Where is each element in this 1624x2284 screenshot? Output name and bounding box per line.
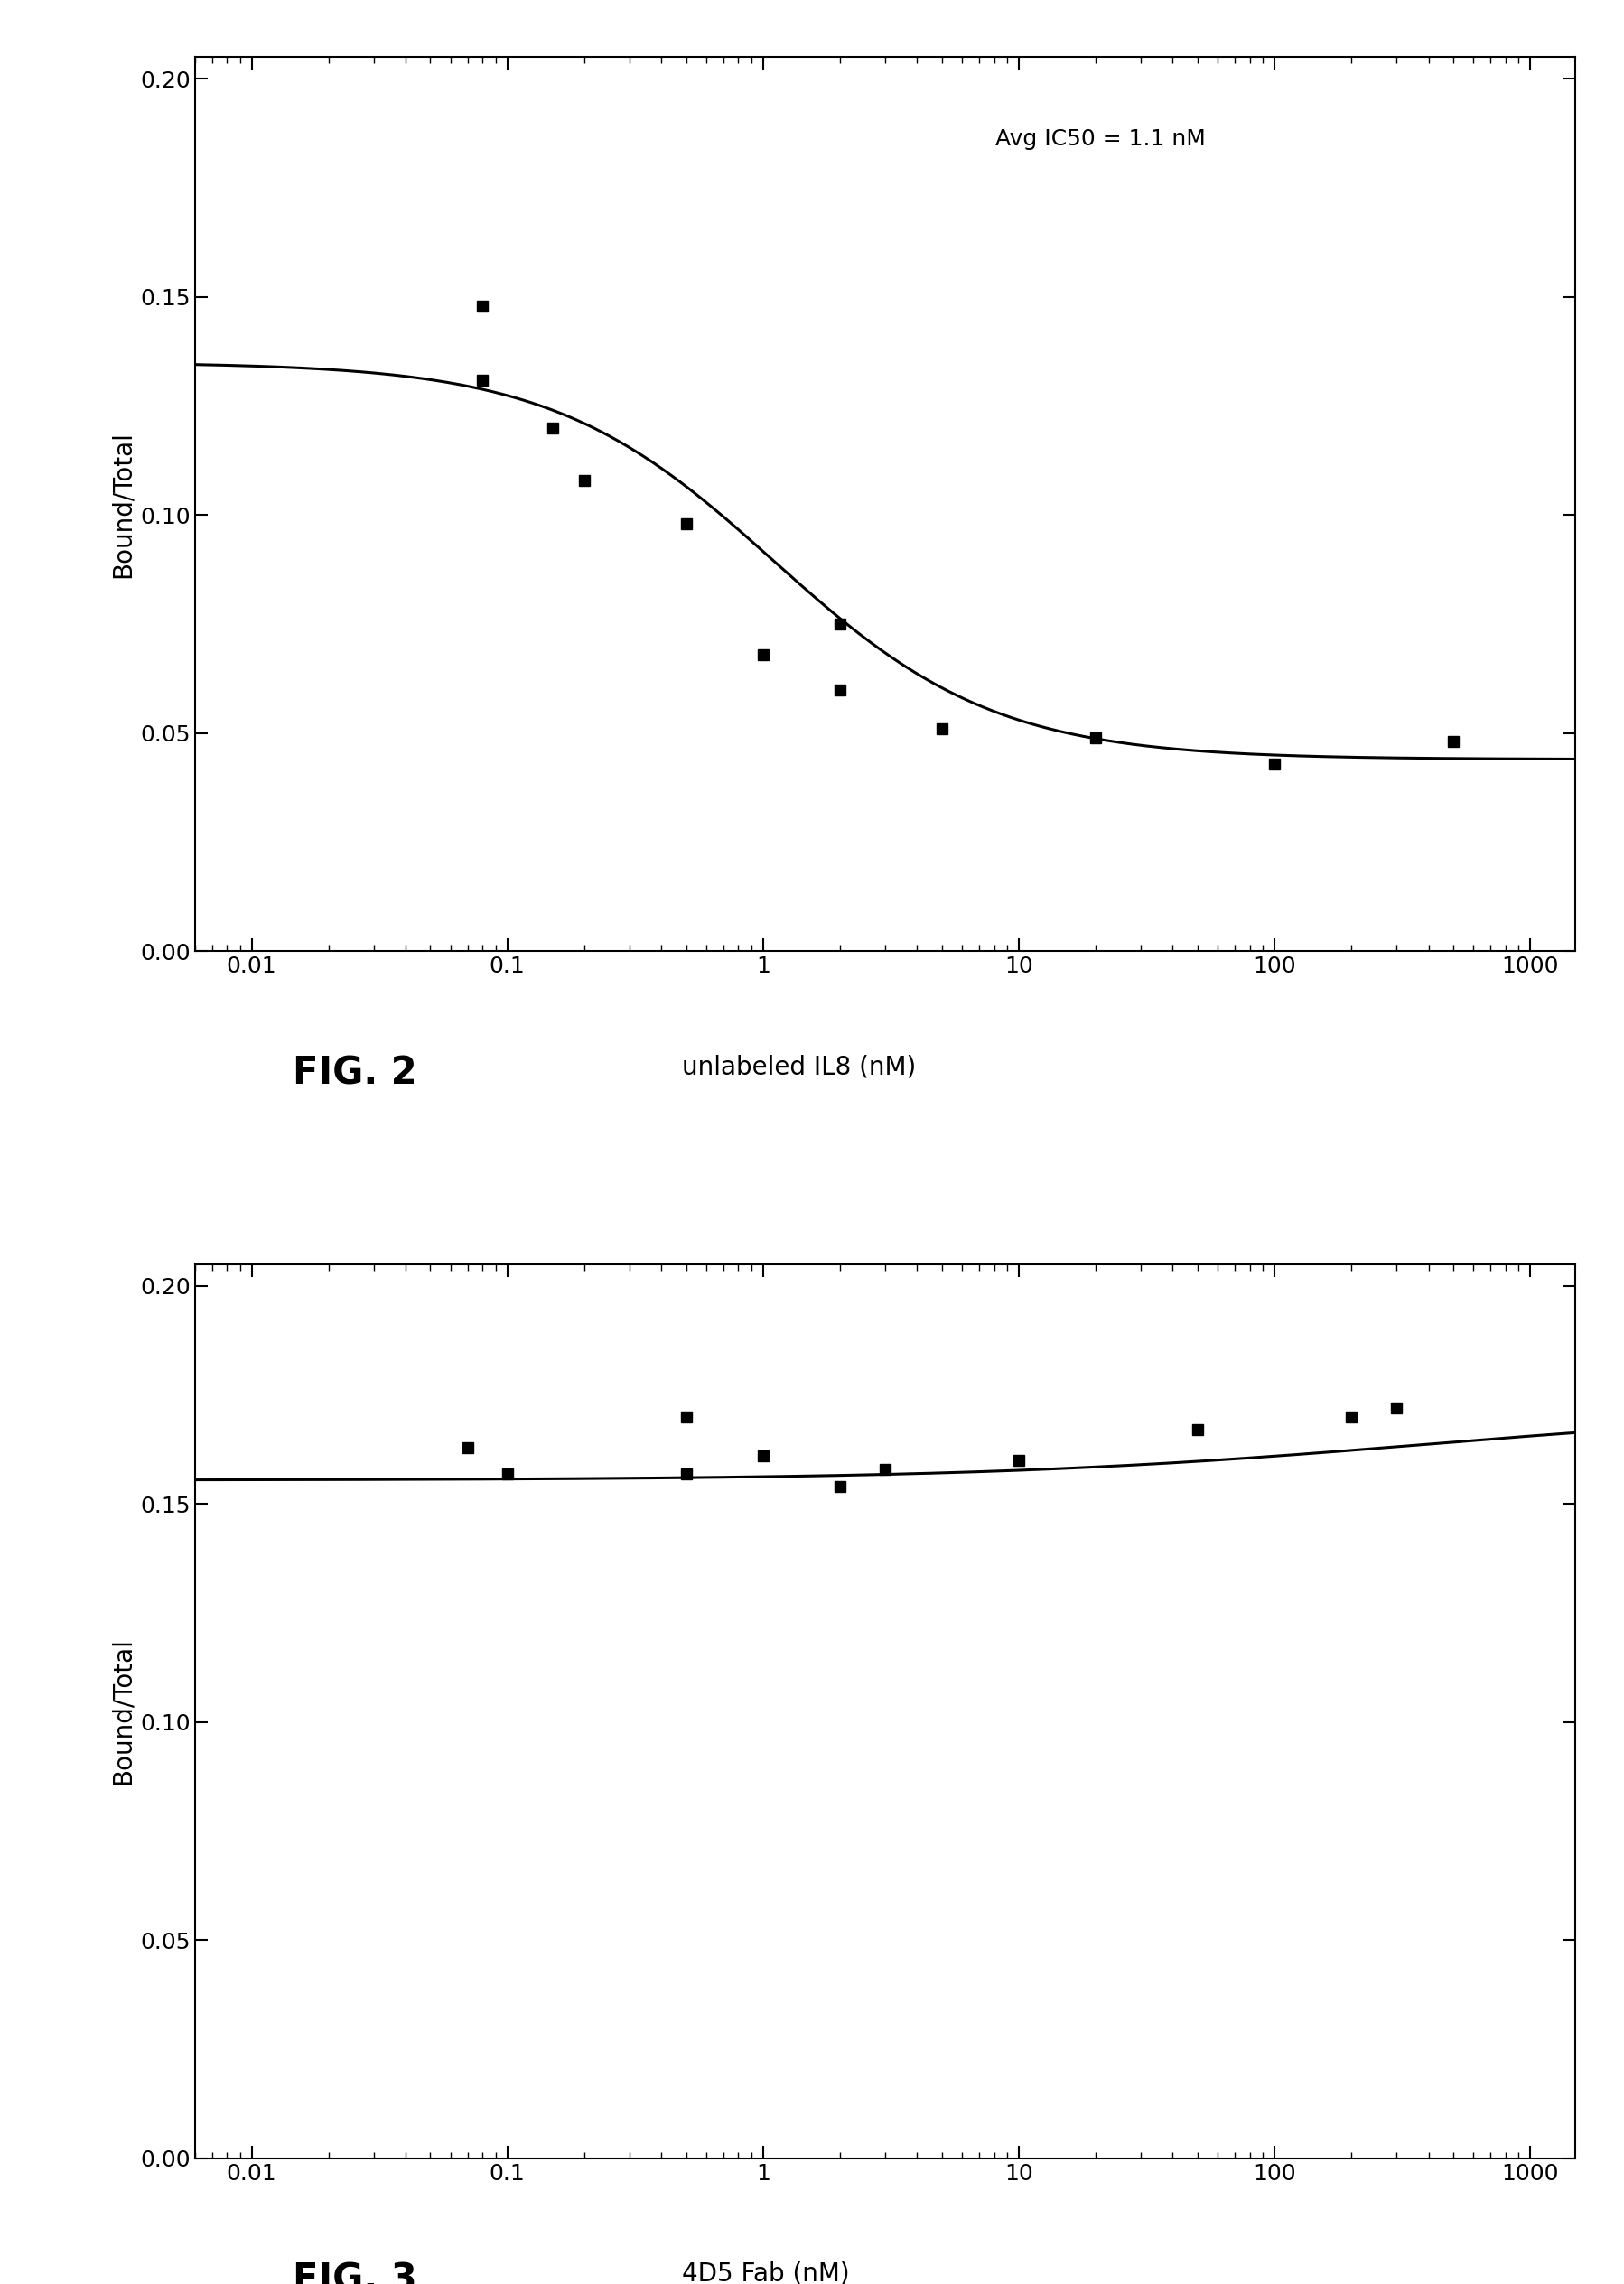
Text: unlabeled IL8 (nM): unlabeled IL8 (nM) [682, 1053, 916, 1080]
Y-axis label: Bound/Total: Bound/Total [110, 432, 135, 578]
Text: Avg IC50 = 1.1 nM: Avg IC50 = 1.1 nM [996, 128, 1207, 151]
Y-axis label: Bound/Total: Bound/Total [110, 1638, 135, 1784]
Text: FIG. 2: FIG. 2 [292, 1053, 417, 1092]
Text: 4D5 Fab (nM): 4D5 Fab (nM) [682, 2261, 849, 2284]
Text: FIG. 3: FIG. 3 [292, 2261, 417, 2284]
